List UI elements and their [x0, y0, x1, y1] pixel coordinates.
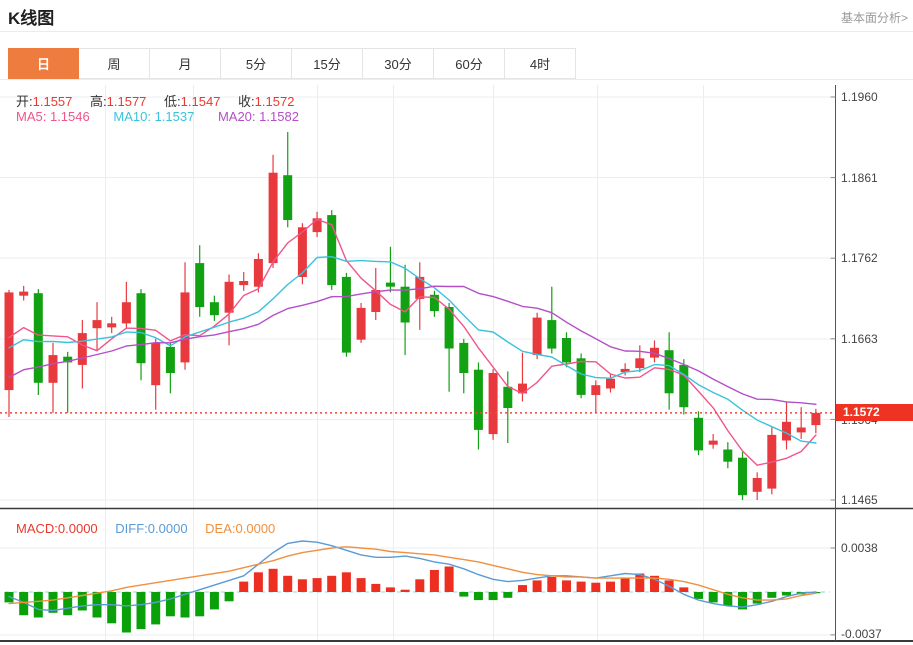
tab-day[interactable]: 日: [8, 48, 79, 79]
fundamental-analysis-link[interactable]: 基本面分析>: [840, 11, 908, 25]
low-value: 1.1547: [180, 94, 221, 109]
diff-label: DIFF:: [115, 521, 148, 536]
ma10-label: MA10:: [113, 109, 151, 124]
open-value: 1.1557: [32, 94, 73, 109]
tab-60min[interactable]: 60分: [434, 48, 505, 79]
tab-15min[interactable]: 15分: [292, 48, 363, 79]
close-label: 收:: [238, 94, 255, 109]
tab-30min[interactable]: 30分: [363, 48, 434, 79]
ohlc-legend: 开:1.1557 高:1.1577 低:1.1547 收:1.1572: [16, 91, 294, 110]
y-tick-1: 1.1960: [841, 90, 878, 104]
tab-week[interactable]: 周: [79, 48, 150, 79]
macd-value: 0.0000: [57, 521, 98, 536]
tabbar-underline: [0, 79, 913, 80]
period-tabbar: 日 周 月 5分 15分 30分 60分 4时: [8, 48, 576, 79]
y-tick-6: 1.1465: [841, 493, 878, 507]
dea-value: 0.0000: [235, 521, 276, 536]
high-label: 高:: [90, 94, 107, 109]
tab-4hour[interactable]: 4时: [505, 48, 576, 79]
ma20-label: MA20:: [217, 109, 256, 124]
macd-tick-bottom: -0.0037: [841, 627, 882, 641]
close-value: 1.1572: [254, 94, 295, 109]
ma5-value: 1.1546: [49, 109, 90, 124]
ma20-value: 1.1582: [259, 109, 299, 124]
dea-label: DEA:: [205, 521, 236, 536]
tab-month[interactable]: 月: [150, 48, 221, 79]
open-label: 开:: [16, 94, 33, 109]
ma10-value: 1.1537: [154, 109, 195, 124]
current-price-tag: 1.1572: [836, 404, 913, 421]
high-value: 1.1577: [106, 94, 147, 109]
ma5-label: MA5:: [16, 109, 47, 124]
ma-legend: MA5: 1.1546 MA10: 1.1537 MA20: 1.1582: [16, 109, 299, 124]
tab-5min[interactable]: 5分: [221, 48, 292, 79]
low-label: 低:: [164, 94, 181, 109]
y-tick-2: 1.1861: [841, 171, 878, 185]
page-title: K线图: [8, 9, 55, 28]
y-tick-3: 1.1762: [841, 251, 878, 265]
y-tick-4: 1.1663: [841, 332, 878, 346]
diff-value: 0.0000: [147, 521, 188, 536]
macd-legend: MACD:0.0000 DIFF:0.0000 DEA:0.0000: [16, 521, 275, 536]
header-divider: [0, 31, 913, 32]
macd-tick-top: 0.0038: [841, 541, 878, 555]
macd-label: MACD:: [16, 521, 58, 536]
